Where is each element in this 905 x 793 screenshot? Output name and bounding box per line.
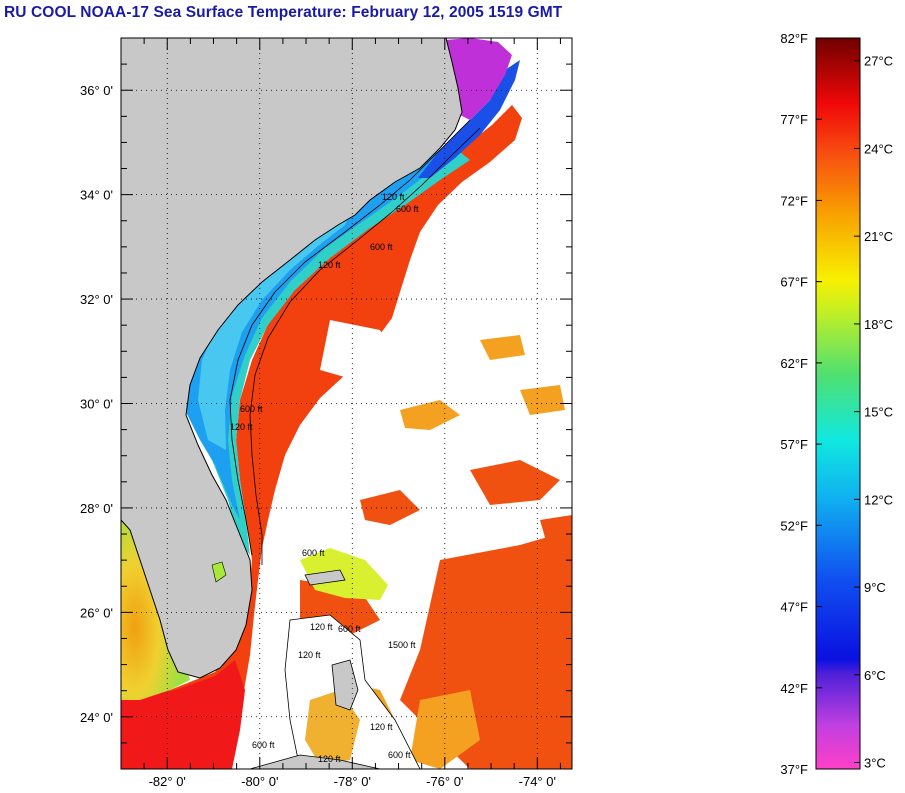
longitude-labels: -82° 0' -80° 0' -78° 0' -76° 0' -74° 0' [149,774,556,789]
colorbar-celsius-label: 21°C [864,229,893,244]
chesapeake-water-magenta [445,38,512,120]
colorbar-celsius-label: 3°C [864,756,886,771]
gulf-of-mexico-warm-water [121,660,245,769]
contour-label: 600 ft [302,548,325,558]
map-panel: 120 ft 600 ft 120 ft 600 ft 120 ft 600 f… [121,38,572,769]
colorbar-celsius-label: 12°C [864,492,893,507]
latitude-label: 28° 0' [80,501,113,516]
colorbar-celsius-label: 15°C [864,405,893,420]
colorbar-fahrenheit-labels: 82°F 77°F 72°F 67°F 62°F 57°F 52°F 47°F 42°F 37°F [780,31,822,777]
latitude-label: 32° 0' [80,292,113,307]
contour-label: 120 ft [382,192,405,202]
contour-label: 600 ft [252,740,275,750]
temperature-colorbar [815,37,861,770]
shelf-water-light-blue [198,210,352,450]
colorbar-celsius-label: 27°C [864,54,893,69]
colorbar-celsius-label: 24°C [864,141,893,156]
longitude-label: -82° 0' [149,774,186,789]
longitude-label: -74° 0' [519,774,556,789]
latitude-label: 26° 0' [80,605,113,620]
colorbar-fahrenheit-label: 82°F [780,31,808,46]
colorbar-celsius-label: 9°C [864,580,886,595]
contour-label: 1500 ft [388,640,416,650]
contour-label: 120 ft [298,650,321,660]
colorbar-fahrenheit-label: 72°F [780,193,808,208]
little-bahama-bank [300,548,388,600]
colorbar-celsius-labels: 27°C 24°C 21°C 18°C 15°C 12°C 9°C 6°C 3°C [854,54,893,771]
colorbar-fahrenheit-label: 42°F [780,681,808,696]
longitude-label: -78° 0' [334,774,371,789]
latitude-label: 24° 0' [80,710,113,725]
latitude-labels: 36° 0' 34° 0' 32° 0' 30° 0' 28° 0' 26° 0' 24° … [80,83,113,725]
bathymetry-contours [229,119,481,565]
colorbar-fahrenheit-label: 67°F [780,275,808,290]
longitude-label: -76° 0' [426,774,463,789]
longitude-label: -80° 0' [241,774,278,789]
land-grand-bahama [304,569,346,586]
colorbar-fahrenheit-label: 47°F [780,600,808,615]
contour-label: 600 ft [388,750,411,760]
contour-label: 600 ft [240,404,263,414]
contour-label: 600 ft [370,242,393,252]
land-andros-island [331,659,359,711]
latitude-label: 34° 0' [80,188,113,203]
graticule-gridlines [121,38,572,769]
latitude-label: 30° 0' [80,397,113,412]
colorbar-fahrenheit-label: 62°F [780,356,808,371]
colorbar-celsius-label: 18°C [864,317,893,332]
colorbar-fahrenheit-label: 77°F [780,112,808,127]
colorbar-celsius-label: 6°C [864,668,886,683]
contour-label: 120 ft [318,754,341,764]
contour-label: 120 ft [318,260,341,270]
contour-label: 120 ft [310,622,333,632]
map-title: RU COOL NOAA-17 Sea Surface Temperature:… [4,4,563,21]
axis-ticks [121,38,572,769]
contour-label: 120 ft [230,422,253,432]
colorbar-fahrenheit-label: 52°F [780,518,808,533]
contour-labels: 120 ft 600 ft 120 ft 600 ft 120 ft 600 f… [230,192,419,764]
shelf-water-blue [418,60,520,178]
contour-label: 600 ft [338,624,361,634]
colorbar-fahrenheit-label: 57°F [780,437,808,452]
latitude-label: 36° 0' [80,83,113,98]
contour-label: 600 ft [396,204,419,214]
scattered-white-cloud-gaps [295,320,395,490]
colorbar-fahrenheit-label: 37°F [780,762,808,777]
lake-okeechobee [211,561,227,583]
land-us-east-coast [121,38,463,679]
contour-label: 120 ft [370,722,393,732]
